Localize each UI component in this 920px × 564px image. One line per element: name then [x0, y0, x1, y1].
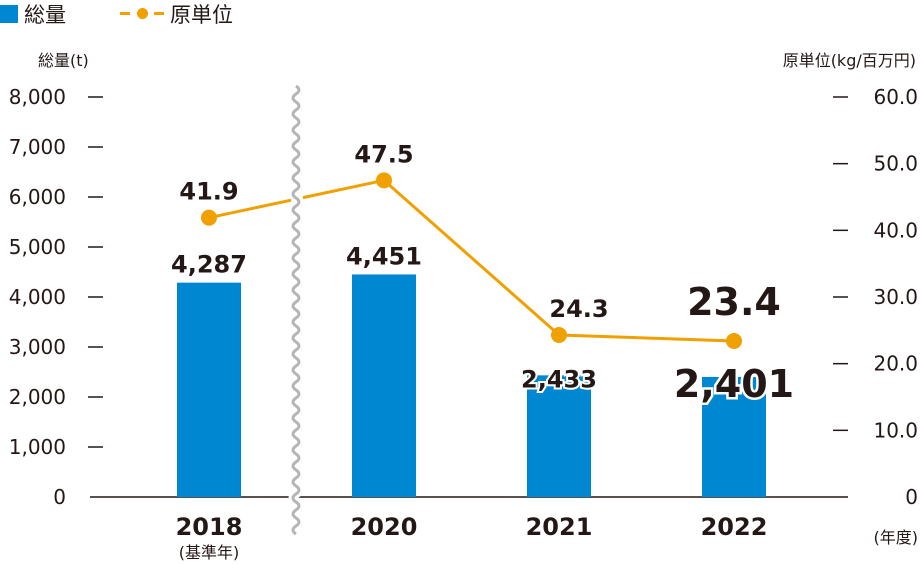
point-2022 [726, 333, 742, 349]
category-label-2020: 2020 [351, 513, 418, 541]
right-axis-tick-label: 30.0 [873, 285, 918, 309]
legend-total-label: 総量 [24, 3, 66, 27]
category-label-2018: 2018 [176, 513, 243, 541]
axis-break-line [291, 84, 301, 536]
intensity-value-label-2018: 41.9 [179, 178, 238, 206]
left-axis-tick-label: 5,000 [9, 235, 66, 259]
left-axis-tick-label: 6,000 [9, 185, 66, 209]
left-axis-tick-label: 8,000 [9, 85, 66, 109]
legend-item-intensity: 原単位 [66, 0, 233, 29]
left-axis-tick-label: 3,000 [9, 335, 66, 359]
total-value-label-2021: 2,433 [521, 365, 597, 393]
line-swatch [120, 4, 164, 24]
bar-swatch [0, 5, 18, 23]
legend-intensity-label: 原単位 [170, 3, 233, 27]
total-value-label-2022: 2,401 [674, 362, 794, 406]
left-axis-tick-label: 7,000 [9, 135, 66, 159]
category-label-2022: 2022 [701, 513, 768, 541]
legend-item-total: 総量 [0, 0, 66, 29]
intensity-value-label-2021: 24.3 [549, 295, 608, 323]
left-axis-title: 総量(t) [38, 51, 89, 70]
point-2018 [201, 209, 217, 226]
intensity-line [302, 178, 735, 343]
left-axis-tick-label: 2,000 [9, 385, 66, 409]
line-segment-2018 [208, 198, 292, 220]
right-axis-tick-label: 50.0 [873, 152, 918, 176]
category-sublabel-2018: (基準年) [179, 543, 240, 562]
legend: 総量 原単位 [0, 0, 233, 28]
total-value-label-2018: 4,287 [171, 251, 247, 279]
x-axis-unit: (年度) [873, 528, 919, 547]
point-2021 [551, 327, 567, 343]
bar-2020 [352, 274, 416, 497]
intensity-value-label-2020: 47.5 [354, 140, 413, 168]
left-axis-tick-label: 1,000 [9, 435, 66, 459]
bar-2018 [177, 282, 241, 497]
right-axis-tick-label: 60.0 [873, 85, 918, 109]
left-axis-tick-label: 0 [53, 485, 66, 509]
bar-2021 [527, 375, 591, 497]
right-axis-tick-label: 10.0 [873, 418, 918, 442]
point-2020 [376, 172, 392, 189]
bar-2022 [702, 376, 766, 497]
right-axis-tick-label: 40.0 [873, 218, 918, 242]
category-label-2021: 2021 [526, 513, 593, 541]
right-axis-tick-label: 0 [905, 485, 918, 509]
intensity-value-label-2022: 23.4 [687, 280, 781, 324]
right-axis-tick-label: 20.0 [873, 352, 918, 376]
left-axis-tick-label: 4,000 [9, 285, 66, 309]
total-value-label-2020: 4,451 [346, 242, 422, 270]
right-axis-title: 原単位(kg/百万円) [782, 51, 916, 70]
